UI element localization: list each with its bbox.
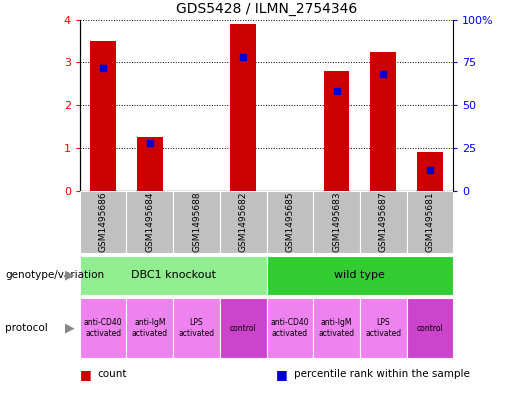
Text: LPS
activated: LPS activated <box>365 318 401 338</box>
Text: GSM1495681: GSM1495681 <box>425 192 434 252</box>
Text: GSM1495684: GSM1495684 <box>145 192 154 252</box>
Bar <box>406 191 453 253</box>
Text: ■: ■ <box>80 368 92 381</box>
Text: protocol: protocol <box>5 323 48 333</box>
Text: ▶: ▶ <box>65 321 74 335</box>
Text: control: control <box>230 324 256 332</box>
Text: GSM1495683: GSM1495683 <box>332 192 341 252</box>
Text: ▶: ▶ <box>65 268 74 282</box>
Bar <box>230 24 256 191</box>
Text: LPS
activated: LPS activated <box>178 318 215 338</box>
Bar <box>80 191 127 253</box>
Text: anti-CD40
activated: anti-CD40 activated <box>270 318 309 338</box>
Text: GSM1495682: GSM1495682 <box>238 192 248 252</box>
Bar <box>406 298 453 358</box>
Text: percentile rank within the sample: percentile rank within the sample <box>294 369 470 379</box>
Bar <box>127 191 173 253</box>
Bar <box>360 191 406 253</box>
Bar <box>220 191 267 253</box>
Text: GSM1495688: GSM1495688 <box>192 192 201 252</box>
Bar <box>127 298 173 358</box>
Bar <box>267 298 313 358</box>
Title: GDS5428 / ILMN_2754346: GDS5428 / ILMN_2754346 <box>176 2 357 16</box>
Bar <box>173 298 220 358</box>
Bar <box>267 255 453 295</box>
Text: control: control <box>417 324 443 332</box>
Bar <box>90 41 116 191</box>
Text: wild type: wild type <box>334 270 385 280</box>
Bar <box>324 71 349 191</box>
Text: anti-IgM
activated: anti-IgM activated <box>132 318 168 338</box>
Text: DBC1 knockout: DBC1 knockout <box>131 270 216 280</box>
Bar <box>80 255 267 295</box>
Bar <box>137 137 163 191</box>
Text: GSM1495687: GSM1495687 <box>379 192 388 252</box>
Text: anti-IgM
activated: anti-IgM activated <box>318 318 355 338</box>
Text: GSM1495685: GSM1495685 <box>285 192 295 252</box>
Bar <box>220 298 267 358</box>
Bar <box>370 52 396 191</box>
Text: anti-CD40
activated: anti-CD40 activated <box>84 318 123 338</box>
Bar <box>313 191 360 253</box>
Text: genotype/variation: genotype/variation <box>5 270 104 280</box>
Bar <box>80 298 127 358</box>
Text: ■: ■ <box>276 368 287 381</box>
Text: count: count <box>98 369 127 379</box>
Bar <box>360 298 406 358</box>
Bar <box>313 298 360 358</box>
Bar <box>417 152 443 191</box>
Bar <box>173 191 220 253</box>
Bar <box>267 191 313 253</box>
Text: GSM1495686: GSM1495686 <box>99 192 108 252</box>
